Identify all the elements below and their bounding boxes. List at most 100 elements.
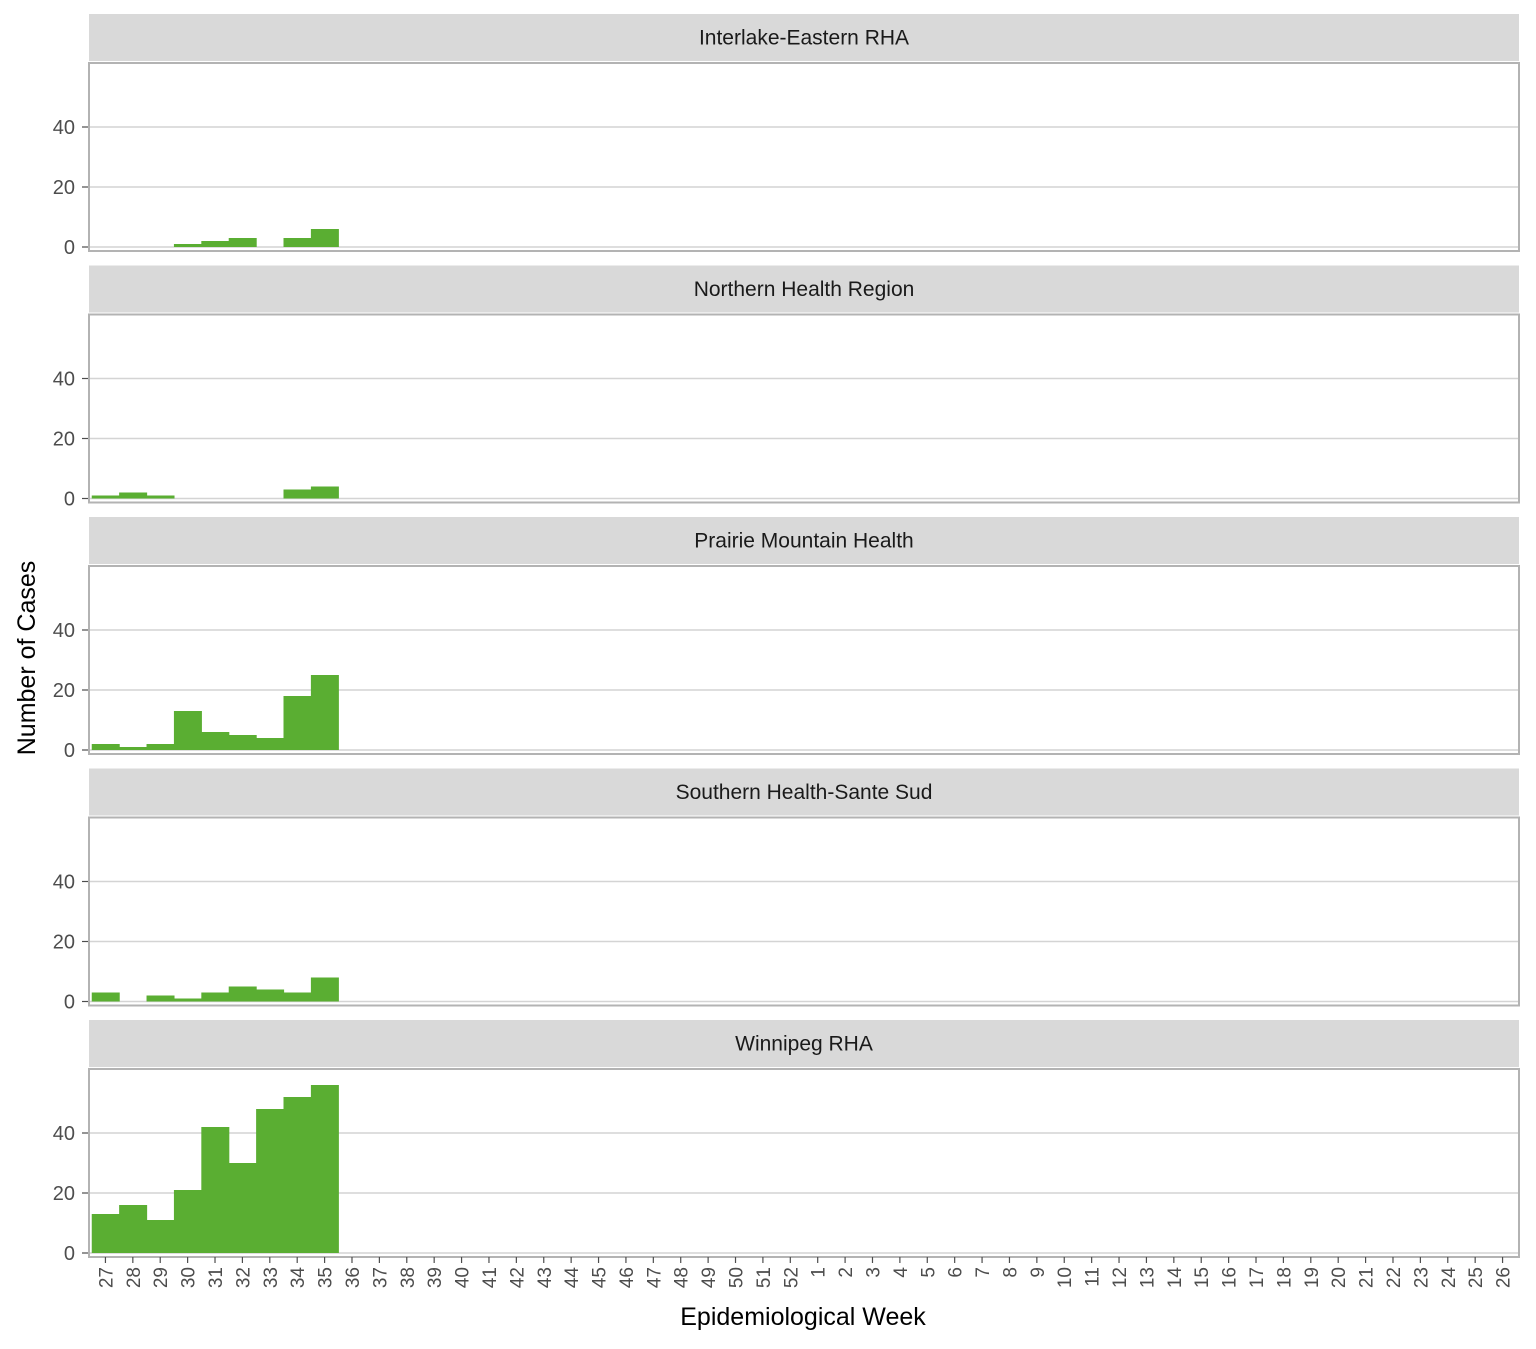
facet-strip (89, 517, 1519, 564)
bar (91, 495, 120, 499)
x-tick-label: 11 (1083, 1267, 1104, 1287)
y-tick-label: 40 (53, 872, 75, 894)
x-axis-title: Epidemiological Week (680, 1303, 926, 1331)
y-tick-label: 40 (53, 620, 75, 642)
panel-background (89, 63, 1519, 251)
bar (310, 1085, 339, 1253)
bar (228, 1163, 257, 1253)
x-tick-label: 36 (343, 1267, 364, 1288)
bar (91, 744, 120, 750)
y-tick-label: 0 (64, 489, 75, 511)
x-tick-label: 48 (672, 1267, 693, 1288)
x-tick-label: 21 (1357, 1267, 1378, 1288)
x-tick-label: 40 (453, 1267, 474, 1288)
x-tick-label: 18 (1274, 1267, 1295, 1288)
panel-border (88, 62, 1520, 252)
x-tick-label: 44 (562, 1267, 583, 1289)
x-tick-label: 3 (863, 1267, 884, 1278)
bar (146, 1220, 175, 1253)
bar (119, 747, 148, 750)
panel-border (88, 313, 1520, 504)
bar (310, 486, 339, 499)
x-tick-label: 27 (96, 1267, 117, 1288)
bar (173, 1190, 202, 1253)
y-axis-title: Number of Cases (13, 561, 41, 756)
x-tick-label: 50 (727, 1267, 748, 1288)
x-tick-label: 1 (809, 1267, 830, 1278)
y-tick-label: 0 (64, 237, 75, 259)
x-tick-label: 4 (891, 1267, 912, 1278)
bar (256, 738, 285, 750)
panel-border (88, 565, 1520, 755)
x-tick-label: 37 (370, 1267, 391, 1288)
bar (119, 492, 148, 499)
facet-panel: Prairie Mountain Health 0 20 40 (53, 517, 1520, 762)
x-tick-label: 49 (699, 1267, 720, 1288)
y-tick-label: 20 (53, 680, 75, 702)
facet-strip-title: Southern Health-Sante Sud (676, 781, 933, 804)
panel-background (89, 817, 1519, 1006)
y-tick-label: 20 (53, 1183, 75, 1205)
bar (119, 1205, 148, 1253)
panel-background (89, 314, 1519, 503)
x-tick-label: 38 (398, 1267, 419, 1288)
facet-panel: Southern Health-Sante Sud 0 20 40 (53, 768, 1520, 1014)
bar (201, 241, 230, 247)
bar (146, 495, 175, 499)
x-tick-label: 43 (535, 1267, 556, 1288)
x-tick-label: 6 (946, 1267, 967, 1278)
y-tick-label: 20 (53, 429, 75, 451)
x-tick-label: 35 (316, 1267, 337, 1288)
facet-strip-title: Prairie Mountain Health (694, 530, 913, 553)
x-tick-label: 39 (425, 1267, 446, 1288)
x-tick-label: 9 (1028, 1267, 1049, 1278)
facet-panel: Northern Health Region 0 20 40 (53, 265, 1520, 511)
y-tick-label: 0 (64, 740, 75, 762)
x-tick-label: 2 (836, 1267, 857, 1278)
bar (146, 744, 175, 750)
x-tick-label: 13 (1137, 1267, 1158, 1288)
x-tick-label: 14 (1165, 1267, 1186, 1289)
x-tick-label: 52 (781, 1267, 802, 1288)
bar (91, 1214, 120, 1253)
bar (173, 998, 202, 1002)
facet-strip-title: Interlake-Eastern RHA (699, 27, 909, 50)
x-tick-label: 26 (1494, 1267, 1515, 1288)
y-tick-label: 40 (53, 117, 75, 139)
bar (228, 986, 257, 1002)
bar (283, 489, 312, 499)
facet-strip (89, 265, 1519, 313)
x-tick-label: 24 (1439, 1267, 1460, 1289)
x-tick-label: 16 (1220, 1267, 1241, 1288)
facet-strip (89, 768, 1519, 816)
bar (310, 229, 339, 247)
facet-strip-title: Northern Health Region (694, 278, 915, 301)
x-tick-label: 47 (644, 1267, 665, 1288)
x-tick-label: 25 (1466, 1267, 1487, 1288)
y-tick-label: 0 (64, 1243, 75, 1265)
x-tick-label: 23 (1411, 1267, 1432, 1288)
x-tick-label: 46 (617, 1267, 638, 1288)
x-tick-label: 15 (1192, 1267, 1213, 1288)
x-tick-label: 7 (973, 1267, 994, 1278)
bar (201, 992, 230, 1002)
bar (283, 1097, 312, 1253)
x-tick-label: 51 (754, 1267, 775, 1288)
facet-panel: Winnipeg RHA 0 20 40 (53, 1020, 1520, 1265)
facet-strip (89, 14, 1519, 61)
bar (228, 735, 257, 750)
bar (173, 711, 202, 750)
bar (283, 992, 312, 1002)
y-tick-label: 20 (53, 932, 75, 954)
x-tick-label: 29 (151, 1267, 172, 1288)
y-tick-label: 40 (53, 369, 75, 391)
x-tick-label: 34 (288, 1267, 309, 1289)
panel-border (88, 1068, 1520, 1258)
panel-border (88, 816, 1520, 1007)
bar (201, 732, 230, 750)
x-tick-label: 45 (590, 1267, 611, 1288)
x-tick-label: 32 (233, 1267, 254, 1288)
